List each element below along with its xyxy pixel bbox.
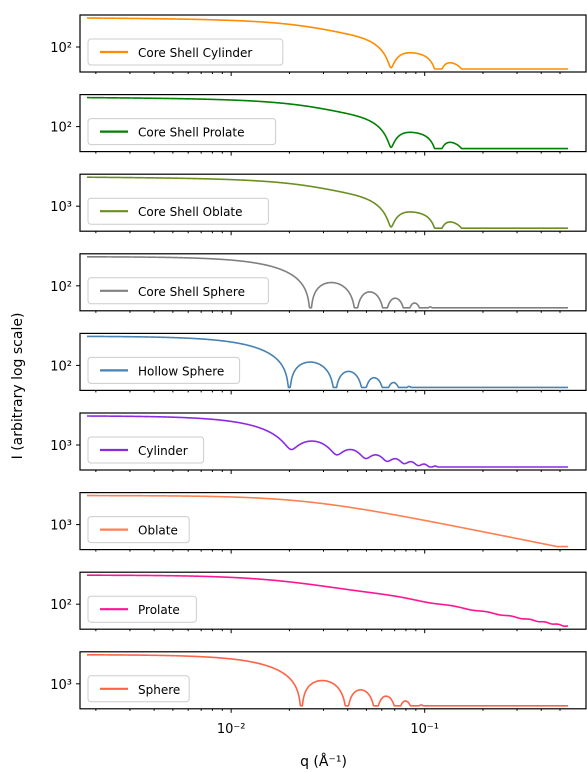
axes-frame: [79, 332, 587, 391]
legend: Core Shell Cylinder: [87, 38, 284, 66]
series-line: [87, 256, 568, 309]
x-tick-label: 10⁻²: [217, 722, 246, 737]
legend-box: [87, 118, 277, 146]
series-line: [87, 335, 568, 389]
legend-label: Core Shell Cylinder: [138, 46, 252, 60]
series-line: [87, 415, 568, 468]
axes-frame: [79, 412, 587, 471]
legend: Oblate: [87, 516, 190, 544]
series-line: [87, 17, 568, 70]
axes-frame: [79, 173, 587, 232]
legend: Core Shell Sphere: [87, 277, 269, 305]
panel-core-shell-oblate: 10³ Core Shell Oblate: [50, 173, 587, 236]
legend-box: [87, 277, 269, 305]
panel-core-shell-cylinder: 10² Core Shell Cylinder: [50, 14, 587, 76]
panel-oblate: 10³ Oblate: [50, 492, 587, 554]
axes-frame: [79, 651, 587, 710]
legend-box: [87, 595, 197, 623]
panel-sphere: 10³ Sphere: [50, 651, 587, 713]
panel-prolate: 10² Prolate: [50, 571, 587, 634]
legend-label: Core Shell Oblate: [138, 205, 243, 219]
y-tick-label: 10²: [50, 41, 72, 56]
axes-frame: [79, 253, 587, 312]
y-tick-label: 10³: [50, 678, 72, 693]
y-tick-label: 10²: [50, 598, 72, 613]
legend-box: [87, 38, 284, 66]
legend-label: Core Shell Sphere: [138, 285, 245, 299]
legend-label: Core Shell Prolate: [138, 126, 245, 140]
panel-cylinder: 10³ Cylinder: [50, 412, 587, 474]
legend-label: Sphere: [138, 683, 180, 697]
series-line: [87, 176, 568, 229]
panel-hollow-sphere: 10² Hollow Sphere: [50, 332, 587, 395]
legend: Cylinder: [87, 436, 205, 464]
axes-frame: [79, 571, 587, 630]
legend: Hollow Sphere: [87, 356, 241, 384]
legend: Sphere: [87, 675, 190, 703]
panel-core-shell-prolate: 10² Core Shell Prolate: [50, 93, 587, 156]
legend: Core Shell Oblate: [87, 197, 269, 225]
legend: Core Shell Prolate: [87, 118, 277, 146]
panel-core-shell-sphere: 10² Core Shell Sphere: [50, 253, 587, 315]
legend-label: Prolate: [138, 603, 180, 617]
y-tick-label: 10³: [50, 519, 72, 534]
series-line: [87, 96, 568, 150]
series-line: [87, 574, 569, 627]
legend-box: [87, 356, 241, 384]
legend-label: Cylinder: [138, 444, 188, 458]
legend-box: [87, 516, 190, 544]
y-tick-label: 10³: [50, 200, 72, 215]
legend-label: Oblate: [138, 524, 178, 538]
x-tick-label: 10⁻¹: [410, 722, 439, 737]
legend-box: [87, 675, 190, 703]
y-tick-label: 10²: [50, 359, 72, 374]
series-line: [87, 494, 568, 548]
legend: Prolate: [87, 595, 197, 623]
legend-box: [87, 436, 205, 464]
series-line: [87, 654, 568, 707]
axes-frame: [79, 14, 587, 73]
y-axis-label: I (arbitrary log scale): [10, 313, 26, 460]
legend-box: [87, 197, 269, 225]
y-tick-label: 10²: [50, 121, 72, 136]
y-tick-label: 10³: [50, 439, 72, 454]
axes-frame: [79, 492, 587, 551]
x-axis-label: q (Å⁻¹): [300, 753, 347, 770]
legend-label: Hollow Sphere: [138, 364, 224, 378]
axes-frame: [79, 93, 587, 153]
y-tick-label: 10²: [50, 280, 72, 295]
